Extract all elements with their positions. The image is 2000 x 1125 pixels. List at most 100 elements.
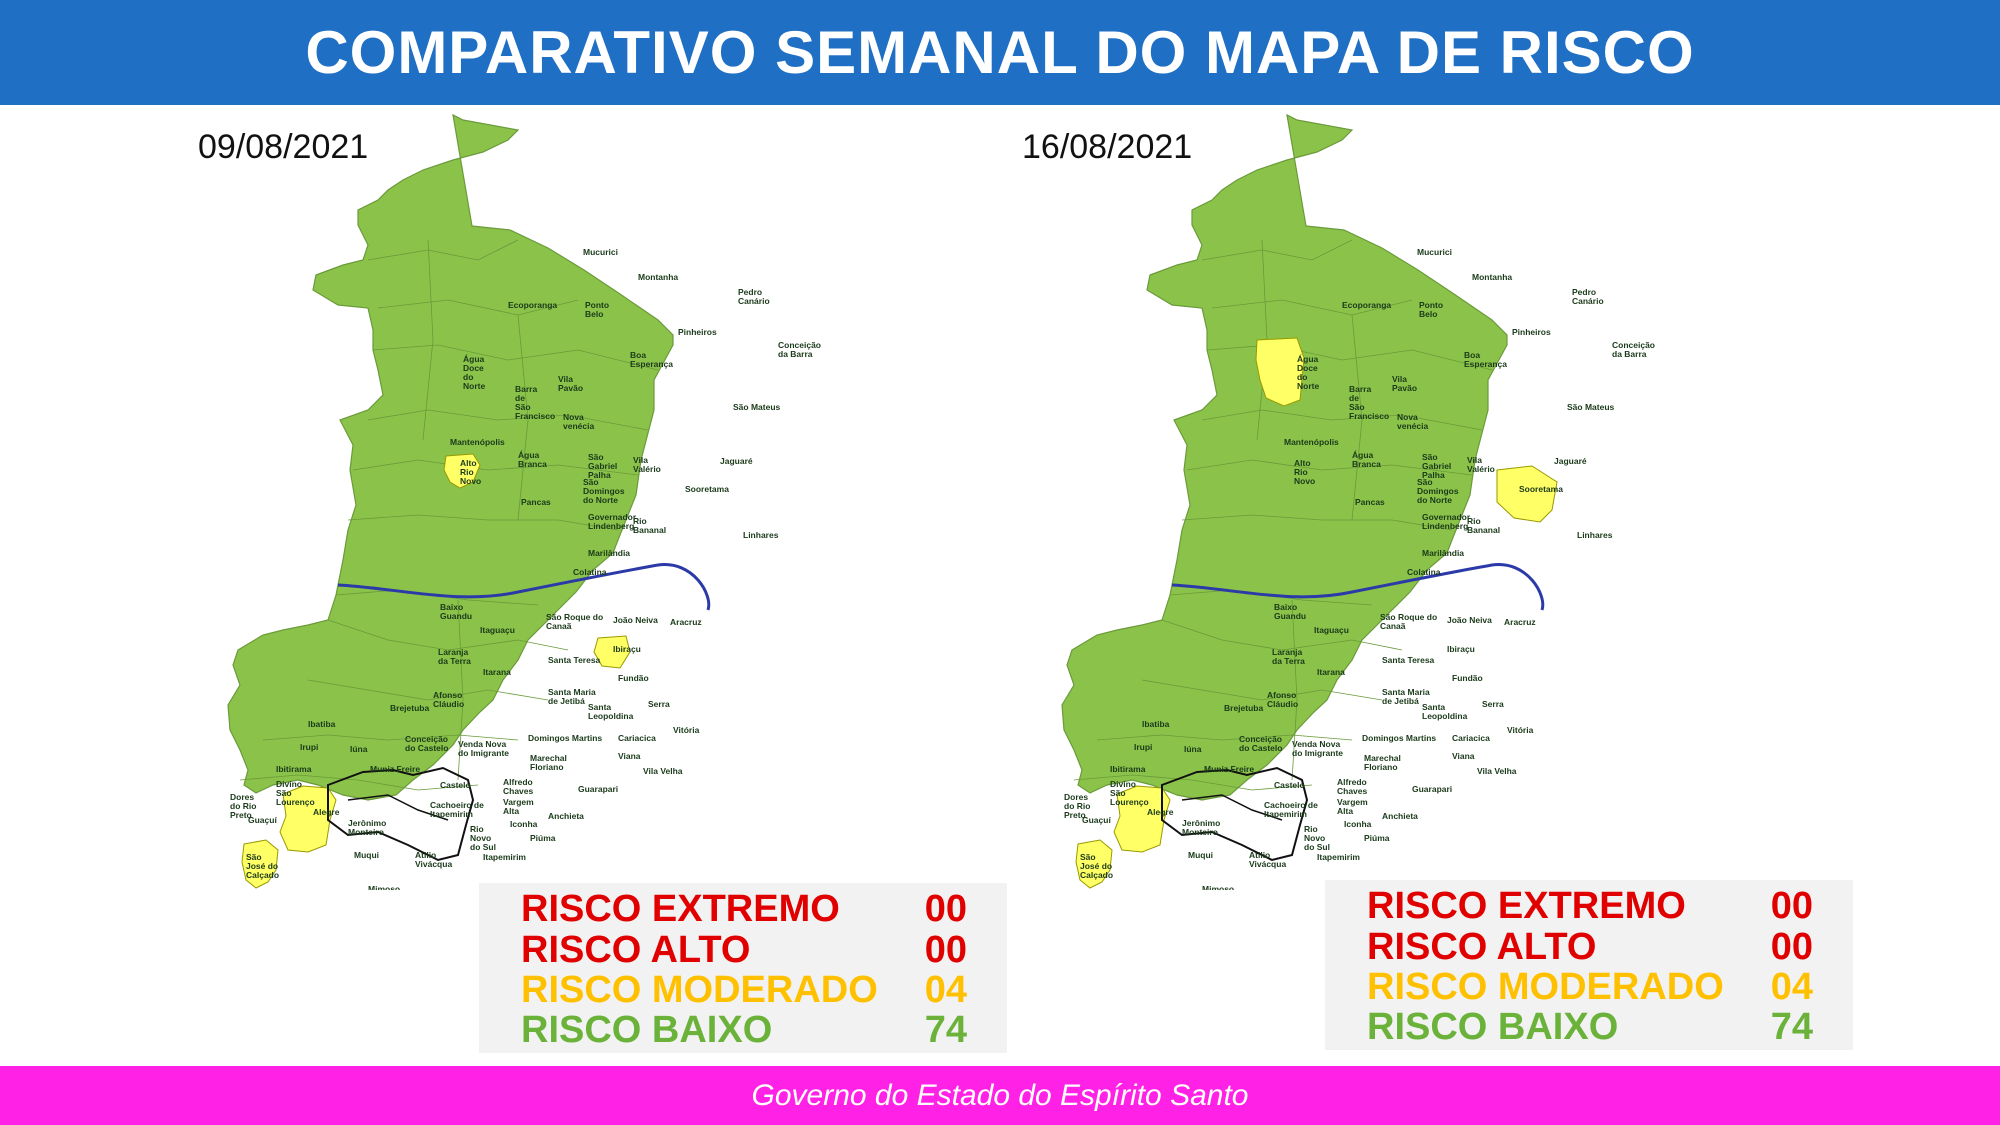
municipality-label-baixo-guandu: Baixo Guandu xyxy=(1274,602,1306,621)
municipality-label-aracruz: Aracruz xyxy=(670,617,702,627)
municipality-label-sao-roque: São Roque do Canaã xyxy=(546,612,603,631)
municipality-label-sao-roque: São Roque do Canaã xyxy=(1380,612,1437,631)
legend-value: 00 xyxy=(1770,884,1813,927)
municipality-label-mimoso: Mimosodo Sul xyxy=(1202,884,1234,890)
footer-text: Governo do Estado do Espírito Santo xyxy=(751,1078,1249,1112)
risk-map-left: Mucurici Montanha Ponto Belo Pedro Canário Eco… xyxy=(227,113,821,890)
municipality-label-itaguacu: Itaguaçu xyxy=(480,625,515,635)
municipality-boundary xyxy=(1201,409,1483,431)
municipality-label-alegre: Alegre xyxy=(1147,807,1174,817)
municipality-label-linhares: Linhares xyxy=(1577,530,1613,540)
municipality-label-mucurici: Mucurici xyxy=(583,247,618,257)
legend-label: RISCO MODERADO xyxy=(521,968,878,1011)
municipality-label-castelo: Castelo xyxy=(1274,780,1305,790)
legend-value: 04 xyxy=(1770,965,1813,1008)
municipality-label-alto-rio-novo: Alto Rio Novo xyxy=(1294,458,1315,486)
municipality-label-agua-doce: Água Doce do Norte xyxy=(463,354,485,391)
moderate-risk-area xyxy=(1113,785,1171,853)
municipality-label-vitoria: Vitória xyxy=(1507,725,1534,735)
state-shape xyxy=(1061,113,1508,801)
municipality-label-montanha: Montanha xyxy=(1472,272,1512,282)
municipality-label-iconha: Iconha xyxy=(1344,819,1372,829)
municipality-label-atilio: Atilio Vivácqua xyxy=(415,850,452,869)
municipality-label-guacui: Guaçuí xyxy=(248,815,277,825)
moderate-risk-area xyxy=(279,785,337,853)
municipality-label-serra: Serra xyxy=(648,699,670,709)
municipality-boundary xyxy=(457,599,464,781)
municipality-label-sooretama: Sooretama xyxy=(1519,484,1563,494)
municipality-label-sao-domingos: São Domingos do Norte xyxy=(583,477,625,505)
municipality-label-rio-novo: Rio Novo do Sul xyxy=(470,824,496,852)
municipality-label-santa-teresa: Santa Teresa xyxy=(548,655,601,665)
municipality-label-dores: Dores do Rio Preto xyxy=(1064,792,1090,820)
municipality-label-vila-valerio: Vila Valério xyxy=(1467,455,1495,474)
legend-row-extreme: RISCO EXTREMO 00 xyxy=(521,887,967,930)
municipality-label-ecoporanga: Ecoporanga xyxy=(508,300,557,310)
municipality-label-atilio: Atilio Vivácqua xyxy=(1249,850,1286,869)
municipality-label-gov-lindenberg: Governador Lindenberg xyxy=(1422,512,1471,531)
municipality-label-marechal-floriano: Marechal Floriano xyxy=(530,753,567,772)
municipality-label-agua-branca: Água Branca xyxy=(1352,450,1381,469)
moderate-risk-area xyxy=(1255,337,1305,407)
page-title: COMPARATIVO SEMANAL DO MAPA DE RISCO xyxy=(305,19,1695,86)
state-group: Mucurici Montanha Ponto Belo Pedro Canário Eco… xyxy=(1061,113,1655,890)
municipality-label-sao-jose-calcado: São José do Calçado xyxy=(246,852,279,880)
municipality-label-ibatiba: Ibatiba xyxy=(308,719,336,729)
municipality-label-alto-rio-novo: Alto Rio Novo xyxy=(460,458,481,486)
municipality-label-vitoria: Vitória xyxy=(673,725,700,735)
municipality-label-joao-neiva: João Neiva xyxy=(1447,615,1492,625)
moderate-risk-area xyxy=(1496,465,1558,523)
municipality-label-rio-bananal: Rio Bananal xyxy=(1467,516,1500,535)
river-line xyxy=(337,563,711,611)
municipality-label-muqui: Muqui xyxy=(1188,850,1213,860)
municipality-label-cariacica: Cariacica xyxy=(618,733,656,743)
municipality-label-laranja-terra: Laranja da Terra xyxy=(438,647,471,666)
municipality-label-santa-teresa: Santa Teresa xyxy=(1382,655,1435,665)
moderate-risk-area xyxy=(1075,839,1113,889)
municipality-label-sao-gabriel: São Gabriel Palha xyxy=(588,452,617,480)
municipality-label-ponto-belo: Ponto Belo xyxy=(585,300,609,319)
municipality-label-dores: Dores do Rio Preto xyxy=(230,792,256,820)
municipality-boundary xyxy=(372,344,659,371)
municipality-boundary xyxy=(367,409,649,431)
municipality-boundary xyxy=(1351,314,1363,521)
municipality-boundary xyxy=(327,619,569,651)
municipality-label-sao-mateus: São Mateus xyxy=(733,402,781,412)
legend-label: RISCO EXTREMO xyxy=(521,887,840,930)
municipality-label-agua-doce: Água Doce do Norte xyxy=(1297,354,1319,391)
map-date-left: 09/08/2021 xyxy=(198,128,369,166)
municipality-label-itarana: Itarana xyxy=(1317,667,1345,677)
municipality-label-viana: Viana xyxy=(618,751,641,761)
legend-label: RISCO EXTREMO xyxy=(1367,884,1686,927)
municipality-boundary xyxy=(422,239,434,441)
municipality-label-venda-nova: Venda Nova do Imigrante xyxy=(458,739,509,758)
municipality-label-sooretama: Sooretama xyxy=(685,484,729,494)
municipality-label-domingos-martins: Domingos Martins xyxy=(528,733,602,743)
moderate-risk-area xyxy=(443,453,481,489)
municipality-label-brejetuba: Brejetuba xyxy=(390,703,429,713)
municipality-label-barra-sf: Barra de São Francisco xyxy=(515,384,555,421)
risk-map-right: Mucurici Montanha Ponto Belo Pedro Canário Eco… xyxy=(1061,113,1655,890)
municipality-label-guarapari: Guarapari xyxy=(1412,784,1452,794)
municipality-label-iuna: Iúna xyxy=(1184,744,1202,754)
municipality-label-jaguare: Jaguaré xyxy=(720,456,753,466)
municipality-label-muqui: Muqui xyxy=(354,850,379,860)
municipality-label-afonso-claudio: Afonso Cláudio xyxy=(1267,690,1298,709)
municipality-label-montanha: Montanha xyxy=(638,272,678,282)
municipality-label-colatina: Colatina xyxy=(573,567,607,577)
municipality-label-jaguare: Jaguaré xyxy=(1554,456,1587,466)
legend-right: RISCO EXTREMO 00 RISCO ALTO 00 RISCO MOD… xyxy=(1325,880,1853,1050)
moderate-risk-area xyxy=(241,839,279,889)
municipality-label-santa-leopoldina: Santa Leopoldina xyxy=(588,702,634,721)
municipality-label-mantenopolis: Mantenópolis xyxy=(1284,437,1339,447)
municipality-boundary xyxy=(1181,514,1453,531)
municipality-boundary xyxy=(1141,679,1383,701)
municipality-boundary xyxy=(1096,734,1353,741)
municipality-label-itapemirim: Itapemirim xyxy=(1317,852,1360,862)
municipality-label-ponto-belo: Ponto Belo xyxy=(1419,300,1443,319)
municipality-label-pedro-canario: Pedro Canário xyxy=(1572,287,1604,306)
municipality-label-sao-gabriel: São Gabriel Palha xyxy=(1422,452,1451,480)
legend-value: 00 xyxy=(924,928,967,971)
municipality-label-jeronimo: Jerônimo Monteiro xyxy=(348,818,386,837)
legend-label: RISCO ALTO xyxy=(1367,925,1597,968)
